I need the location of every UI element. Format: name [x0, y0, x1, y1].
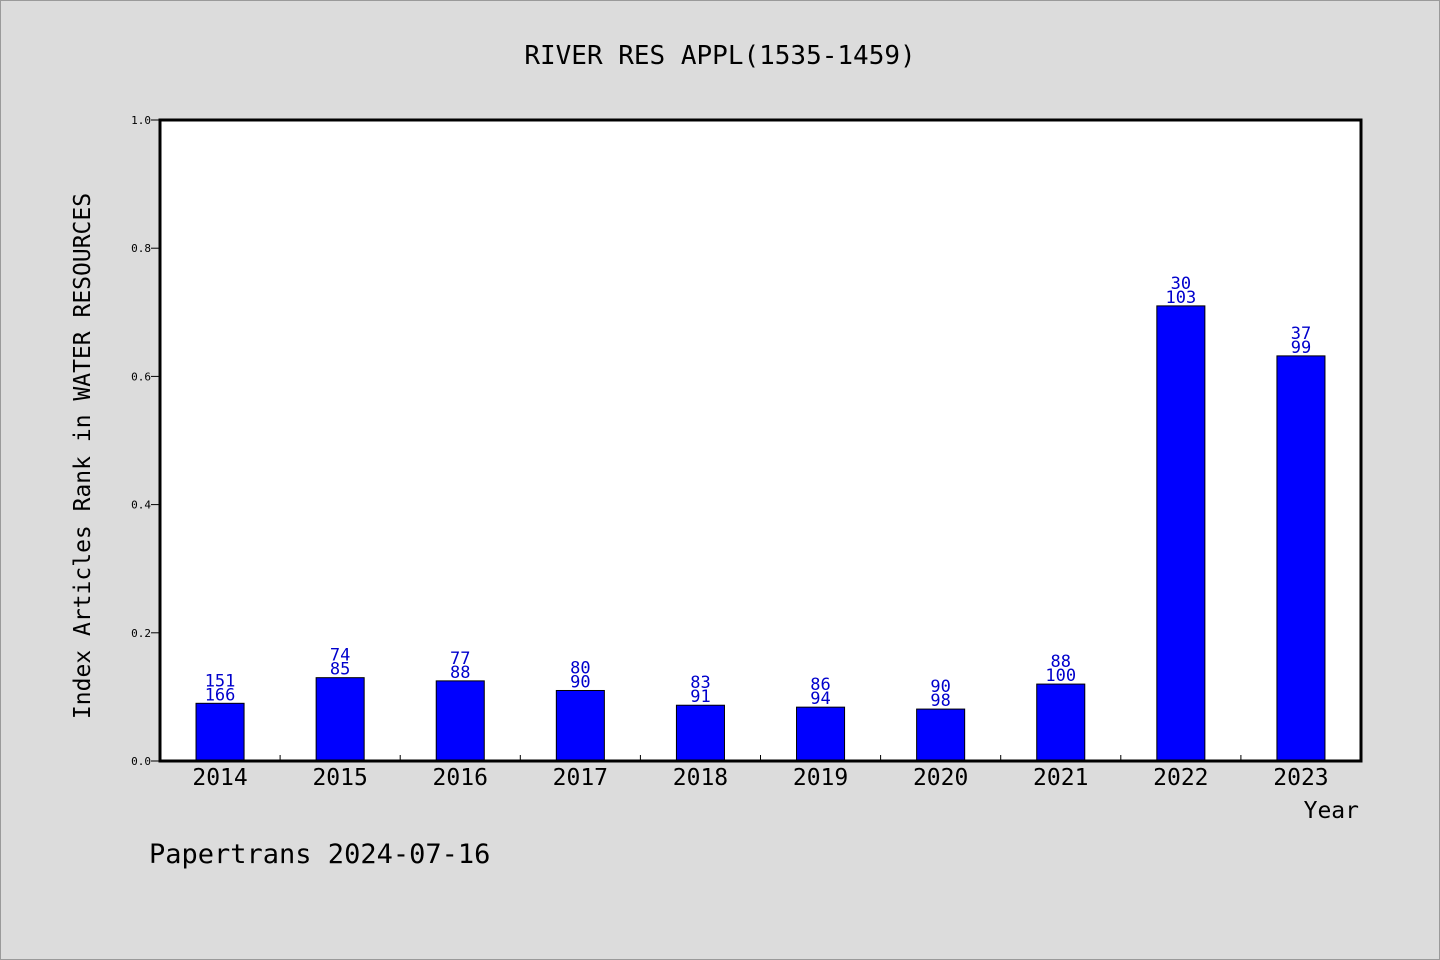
bar-2014: [195, 702, 245, 762]
bar-label-top: 88: [1051, 652, 1071, 672]
bar-label-bottom: 90: [570, 672, 590, 692]
y-tick-label: 0.0: [131, 755, 151, 768]
x-tick-label: 2018: [673, 765, 728, 791]
chart-title: RIVER RES APPL(1535-1459): [524, 41, 915, 71]
y-tick-label: 0.6: [131, 370, 151, 383]
bar-label-bottom: 85: [330, 660, 350, 680]
bar-2019: [796, 706, 846, 762]
footer-credit: Papertrans 2024-07-16: [149, 839, 490, 870]
bar-label-top: 80: [570, 658, 590, 678]
bar-2020: [916, 708, 966, 762]
bar-label-bottom: 88: [450, 663, 470, 683]
bar-label-bottom: 103: [1165, 288, 1196, 308]
bar-label-top: 37: [1291, 324, 1311, 344]
x-tick-label: 2017: [553, 765, 608, 791]
bar-2017: [555, 689, 605, 762]
bar-label-bottom: 98: [930, 691, 950, 711]
x-tick-label: 2019: [793, 765, 848, 791]
x-tick-label: 2020: [913, 765, 968, 791]
y-tick-label: 1.0: [131, 114, 151, 127]
bar-label-bottom: 91: [690, 687, 710, 707]
x-tick-label: 2021: [1033, 765, 1088, 791]
bar-label-top: 86: [810, 675, 830, 695]
bar-label-bottom: 166: [205, 685, 236, 705]
x-tick-label: 2014: [192, 765, 247, 791]
plot-frame: [158, 118, 1363, 763]
x-tick-label: 2015: [312, 765, 367, 791]
bar-label-top: 90: [930, 677, 950, 697]
bar-label-top: 151: [205, 671, 236, 691]
bar-2015: [315, 677, 365, 762]
y-axis-label: Index Articles Rank in WATER RESOURCES: [70, 193, 96, 719]
x-tick-label: 2016: [433, 765, 488, 791]
y-tick-label: 0.4: [131, 499, 151, 512]
y-tick-label: 0.8: [131, 242, 151, 255]
bar-label-bottom: 100: [1045, 666, 1076, 686]
bar-2018: [675, 704, 725, 762]
x-tick-label: 2023: [1273, 765, 1328, 791]
y-tick-label: 0.2: [131, 627, 151, 640]
bar-label-bottom: 94: [810, 689, 830, 709]
bar-label-bottom: 99: [1291, 338, 1311, 358]
bar-2022: [1156, 305, 1206, 762]
bar-label-top: 30: [1171, 274, 1191, 294]
bar-2023: [1276, 355, 1326, 762]
bar-2016: [435, 680, 485, 762]
bar-label-top: 74: [330, 646, 350, 666]
bar-label-top: 83: [690, 673, 710, 693]
x-axis-label: Year: [1304, 798, 1359, 824]
x-tick-label: 2022: [1153, 765, 1208, 791]
bar-2021: [1036, 683, 1086, 762]
bar-label-top: 77: [450, 649, 470, 669]
